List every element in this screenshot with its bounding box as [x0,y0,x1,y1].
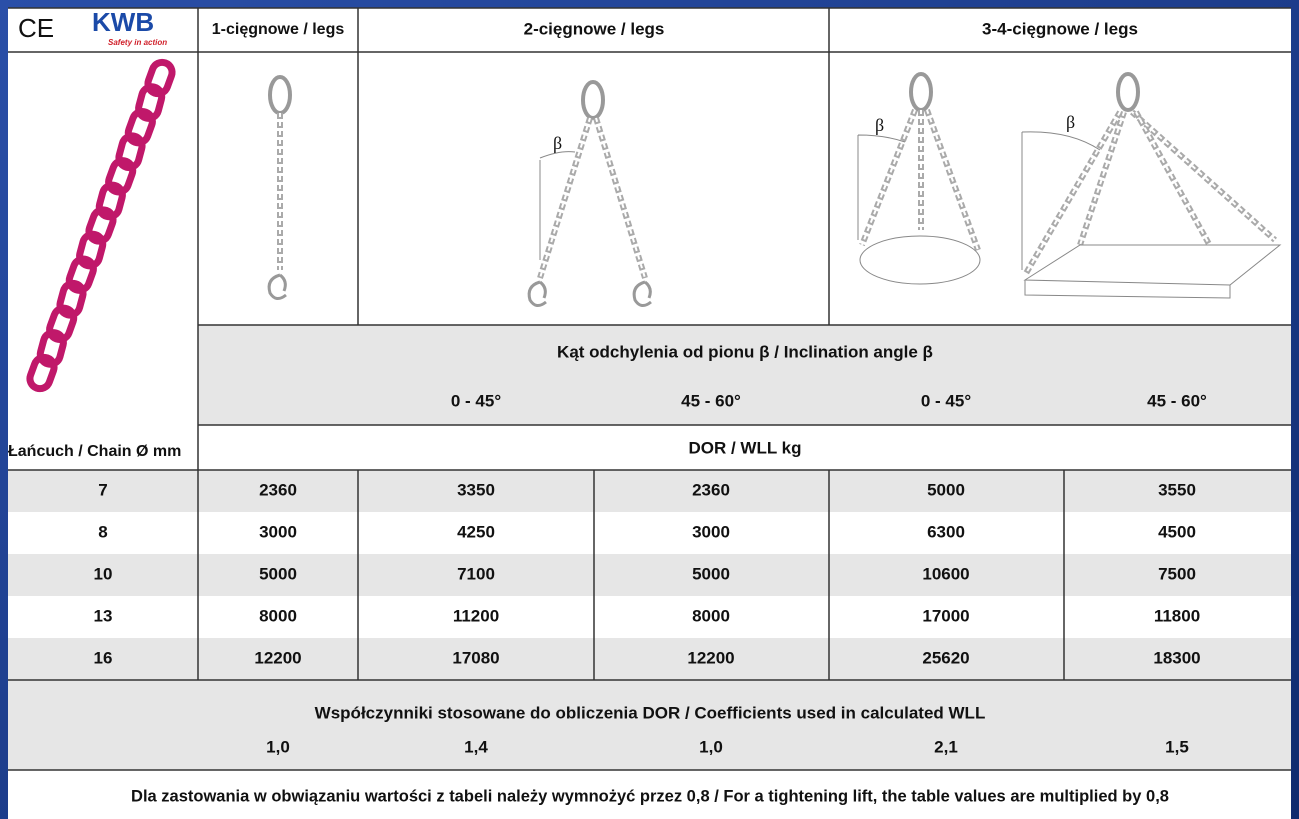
band [8,638,1291,680]
illustrations: β β β [26,58,1282,393]
load-plate [1023,244,1282,299]
sling-chain [1077,111,1127,246]
wll-value: 3550 [1158,480,1196,499]
unit-label: DOR / WLL kg [688,438,801,457]
chain-diameter: 16 [94,648,113,667]
wll-value: 11200 [453,606,499,625]
wll-value: 7500 [1158,564,1196,583]
angle-range: 45 - 60° [681,391,741,410]
ce-mark: CE [18,13,54,43]
wll-value: 18300 [1153,648,1200,667]
wll-value: 2360 [259,480,297,499]
chain-link [135,83,166,122]
sling-chain [861,109,916,246]
sling-chain [1022,110,1123,277]
sling-chain [1133,110,1233,284]
chain-link [46,304,78,343]
coefficient: 1,5 [1165,737,1189,756]
angle-symbol: β [1066,112,1075,132]
chain-link [115,132,146,172]
band [198,325,1291,425]
wll-value: 11800 [1154,606,1200,625]
chain-link [65,255,97,294]
chain-link [95,181,126,221]
master-link [581,80,605,120]
wll-value: 5000 [927,480,965,499]
wll-value: 8000 [259,606,297,625]
coefficient: 1,0 [699,737,723,756]
chain-label: Łańcuch / Chain Ø mm [8,443,181,460]
wll-value: 7100 [457,564,495,583]
reference-line [1021,131,1101,270]
chain-diameter: 7 [98,480,107,499]
wll-value: 3350 [457,480,495,499]
wll-value: 5000 [259,564,297,583]
chain-link [105,157,137,196]
chain-link [124,108,156,147]
coefficient: 1,4 [464,737,488,756]
column-header: 1-cięgnowe / legs [212,21,345,38]
angle-symbol: β [875,115,884,135]
wll-value: 10600 [922,564,969,583]
hook [527,280,547,307]
coefficient: 1,0 [266,737,290,756]
angle-arc [539,151,576,159]
brand-logo: KWB [92,7,154,37]
chain-diameter: 8 [98,522,107,541]
sling-chain [926,109,979,251]
coefficients-title: Współczynniki stosowane do obliczenia DO… [315,703,986,722]
wll-value: 4250 [457,522,495,541]
wll-value: 8000 [692,606,730,625]
wll-value: 3000 [259,522,297,541]
chain-diameter: 13 [94,606,113,625]
column-header: 3-4-cięgnowe / legs [982,19,1138,38]
load-disc [859,235,981,285]
tagline: Safety in action [108,38,167,47]
footnote: Dla zastowania w obwiązaniu wartości z t… [131,787,1169,805]
reference-line [857,134,906,240]
column-header: 2-cięgnowe / legs [524,19,665,38]
angle-range: 45 - 60° [1147,391,1207,410]
chain-link [76,230,107,270]
angle-title: Kąt odchylenia od pionu β / Inclination … [557,342,933,361]
chain-link [56,279,87,319]
hook [632,280,652,307]
angle-symbol: β [553,133,562,153]
coefficient: 2,1 [934,737,958,756]
angle-range: 0 - 45° [921,391,971,410]
grid [8,7,1291,771]
master-link [1116,72,1140,112]
chain-diameter: 10 [94,564,113,583]
sling-chain [1129,109,1278,243]
chain-link [36,329,67,368]
chain-link [26,353,58,393]
band [8,680,1291,770]
wll-value: 5000 [692,564,730,583]
wll-value: 12200 [687,648,734,667]
wll-value: 17000 [922,606,969,625]
wll-value: 2360 [692,480,730,499]
wll-value: 25620 [922,648,969,667]
wll-value: 17080 [452,648,499,667]
angle-range: 0 - 45° [451,391,501,410]
sling-chain [595,117,646,279]
chain-link [85,206,117,245]
wll-value: 12200 [254,648,301,667]
band [8,554,1291,596]
band [8,470,1291,512]
sling-chain [539,117,591,279]
hook [267,273,287,300]
wll-value: 3000 [692,522,730,541]
wll-value: 4500 [1158,522,1196,541]
wll-value: 6300 [927,522,965,541]
chain-link [144,58,176,98]
